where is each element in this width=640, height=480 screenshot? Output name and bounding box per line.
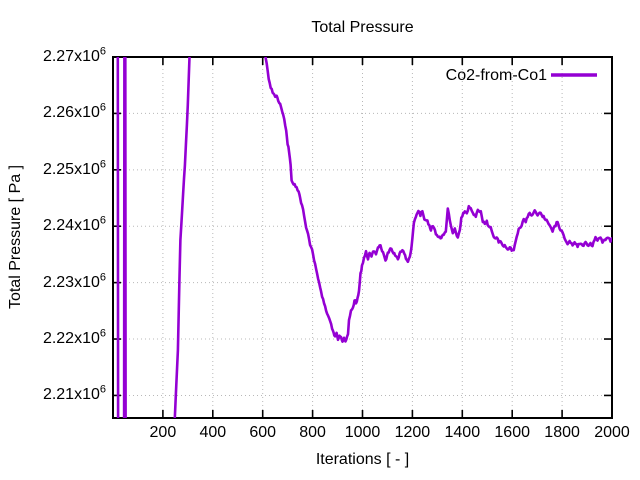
x-tick-label: 800	[299, 424, 326, 441]
x-tick-label: 1200	[394, 424, 431, 441]
axis-ticks	[113, 56, 613, 418]
y-tick-label: 2.26x106	[42, 102, 106, 122]
legend-series-label: Co2-from-Co1	[445, 67, 547, 84]
x-tick-label: 1600	[494, 424, 530, 441]
x-tick-label: 600	[249, 424, 277, 441]
chart-title: Total Pressure	[311, 19, 414, 36]
y-tick-label: 2.23x106	[42, 271, 106, 291]
y-axis-label: Total Pressure [ Pa ]	[7, 164, 24, 310]
y-tick-label: 2.24x106	[42, 214, 106, 235]
y-tick-label: 2.25x106	[42, 158, 106, 178]
y-tick-label: 2.21x106	[42, 384, 106, 404]
x-tick-label: 200	[149, 424, 177, 441]
series-group	[116, 57, 612, 418]
x-tick-label: 400	[199, 424, 227, 441]
x-tick-label: 2000	[594, 424, 630, 441]
x-tick-label: 1400	[444, 424, 481, 441]
x-tick-label: 1000	[344, 424, 381, 441]
x-tick-label: 1800	[544, 424, 580, 441]
series-line	[116, 57, 612, 418]
y-tick-label: 2.22x106	[42, 327, 106, 348]
y-tick-label: 2.27x106	[42, 45, 106, 65]
x-axis-label: Iterations [ - ]	[315, 451, 410, 468]
